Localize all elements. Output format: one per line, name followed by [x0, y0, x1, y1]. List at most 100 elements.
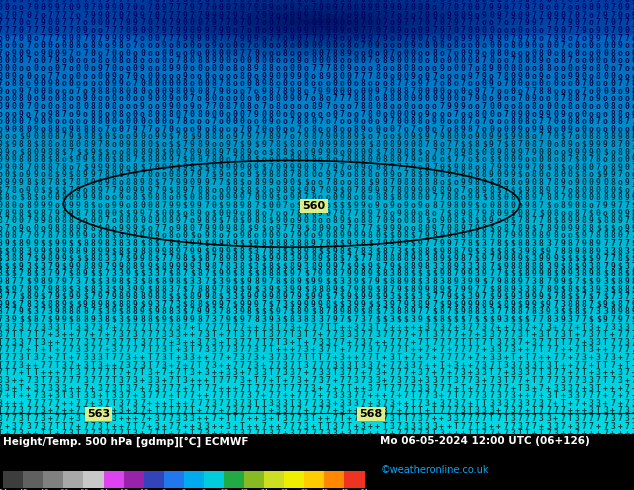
Text: 3: 3 — [190, 353, 195, 362]
Text: 8: 8 — [197, 194, 202, 202]
Text: 7: 7 — [546, 406, 551, 416]
Text: 0: 0 — [489, 49, 494, 58]
Text: 8: 8 — [332, 231, 337, 240]
Text: 9: 9 — [382, 117, 387, 126]
Text: 8: 8 — [162, 64, 166, 73]
Text: o: o — [119, 64, 124, 73]
Text: o: o — [489, 18, 494, 27]
Text: T: T — [41, 429, 45, 438]
Text: 7: 7 — [119, 361, 124, 369]
Text: 9: 9 — [176, 246, 181, 256]
Text: 7: 7 — [361, 110, 366, 119]
Text: 0: 0 — [261, 3, 266, 12]
Text: 7: 7 — [624, 33, 630, 43]
Text: 8: 8 — [0, 41, 3, 50]
Text: 3: 3 — [375, 330, 380, 339]
Text: +: + — [553, 322, 558, 332]
Text: 8: 8 — [247, 307, 252, 317]
Text: 3: 3 — [439, 262, 444, 271]
Text: 0: 0 — [204, 33, 209, 43]
Text: o: o — [325, 194, 330, 202]
Text: 8: 8 — [48, 300, 52, 309]
Text: 9: 9 — [119, 201, 124, 210]
Text: T: T — [69, 322, 74, 332]
Text: 8: 8 — [268, 79, 273, 88]
Text: 0: 0 — [233, 18, 238, 27]
Text: 7: 7 — [425, 307, 430, 317]
Text: 3: 3 — [339, 361, 344, 369]
Text: 7: 7 — [147, 391, 152, 400]
Text: o: o — [318, 194, 323, 202]
Text: +: + — [147, 399, 152, 408]
Text: +: + — [325, 414, 330, 423]
Text: +: + — [190, 421, 195, 431]
Text: o: o — [283, 231, 287, 240]
Text: 7: 7 — [453, 353, 458, 362]
Text: 9: 9 — [290, 163, 295, 172]
Text: +: + — [368, 391, 373, 400]
Text: 8: 8 — [311, 194, 316, 202]
Text: 7: 7 — [61, 368, 67, 377]
Text: 0: 0 — [154, 33, 159, 43]
Text: 8: 8 — [211, 292, 216, 301]
Text: 0: 0 — [190, 178, 195, 187]
Text: o: o — [119, 147, 124, 157]
Text: +: + — [432, 345, 437, 354]
Text: 8: 8 — [247, 231, 252, 240]
Text: 7: 7 — [618, 79, 622, 88]
Text: 8: 8 — [411, 277, 416, 286]
Text: 7: 7 — [496, 384, 501, 392]
Text: +: + — [126, 406, 131, 416]
Text: 7: 7 — [33, 391, 38, 400]
Text: 8: 8 — [211, 155, 216, 164]
Text: o: o — [339, 41, 344, 50]
Text: 0: 0 — [218, 64, 223, 73]
Text: 7: 7 — [61, 64, 67, 73]
Text: o: o — [375, 56, 380, 65]
Text: 7: 7 — [567, 376, 573, 385]
Text: 9: 9 — [48, 277, 52, 286]
Text: 7: 7 — [226, 376, 230, 385]
Text: 7: 7 — [12, 322, 16, 332]
Text: 0: 0 — [169, 163, 174, 172]
Text: 3: 3 — [133, 429, 138, 438]
Text: o: o — [375, 117, 380, 126]
Text: o: o — [582, 56, 586, 65]
Text: 7: 7 — [268, 163, 273, 172]
Text: o: o — [325, 79, 330, 88]
Text: 9: 9 — [389, 171, 394, 179]
Text: 3: 3 — [204, 368, 209, 377]
Text: 0: 0 — [140, 216, 145, 225]
Text: o: o — [275, 64, 280, 73]
Text: 7: 7 — [226, 406, 230, 416]
Text: 8: 8 — [382, 254, 387, 263]
Text: 7: 7 — [475, 361, 480, 369]
Text: T: T — [311, 414, 316, 423]
Text: 9: 9 — [105, 178, 109, 187]
Text: o: o — [432, 64, 437, 73]
Text: o: o — [496, 216, 501, 225]
Text: o: o — [197, 231, 202, 240]
Text: o: o — [69, 72, 74, 80]
Text: +: + — [140, 376, 145, 385]
Text: 9: 9 — [226, 140, 230, 149]
Text: T: T — [112, 376, 117, 385]
Text: $: $ — [631, 254, 634, 263]
Text: $: $ — [211, 270, 216, 278]
Text: 9: 9 — [468, 277, 472, 286]
Text: o: o — [347, 102, 351, 111]
Text: 9: 9 — [361, 140, 366, 149]
Text: o: o — [247, 117, 252, 126]
Text: $: $ — [154, 277, 159, 286]
Text: 9: 9 — [389, 224, 394, 233]
Text: 7: 7 — [361, 254, 366, 263]
Text: 9: 9 — [133, 132, 138, 142]
Text: +: + — [631, 414, 634, 423]
Text: $: $ — [247, 270, 252, 278]
Text: +: + — [26, 429, 31, 438]
Text: T: T — [603, 338, 608, 347]
Text: 7: 7 — [361, 345, 366, 354]
Text: +: + — [411, 345, 416, 354]
Text: $: $ — [290, 307, 295, 317]
Text: o: o — [233, 79, 238, 88]
